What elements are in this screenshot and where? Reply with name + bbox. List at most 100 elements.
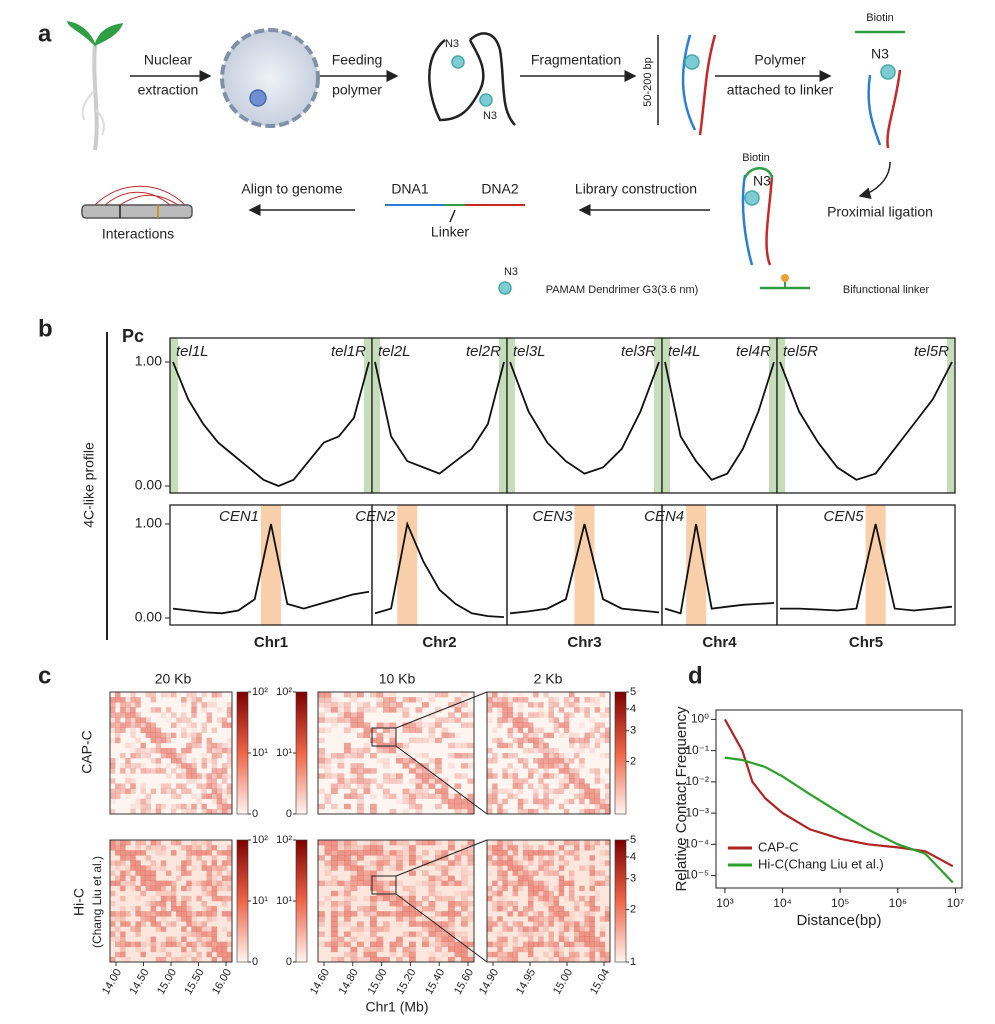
heatmap-cell <box>517 931 524 937</box>
heatmap-cell <box>517 788 524 794</box>
telomere-band <box>499 338 507 493</box>
heatmap-cell <box>422 850 429 856</box>
heatmap-cell <box>528 951 534 958</box>
heatmap-cell <box>181 712 187 718</box>
heatmap-cell <box>211 788 218 794</box>
heatmap-cell <box>467 850 475 856</box>
heatmap-cell <box>201 850 207 856</box>
heatmap-cell <box>528 880 534 887</box>
heatmap-cell <box>522 875 529 881</box>
heatmap-cell <box>589 727 595 733</box>
heatmap-cell <box>543 890 549 897</box>
heatmap-cell <box>512 783 519 789</box>
heatmap-cell <box>376 850 384 856</box>
heatmap-cell <box>422 773 429 779</box>
heatmap-cell <box>409 956 416 963</box>
heatmap-cell <box>115 845 121 851</box>
heatmap-cell <box>216 747 223 754</box>
heatmap-cell <box>461 921 468 927</box>
heatmap-cell <box>357 778 364 784</box>
heatmap-cell <box>604 712 611 718</box>
heatmap-cell <box>428 890 436 897</box>
heatmap-cell <box>428 956 436 963</box>
heatmap-cell <box>376 840 384 846</box>
heatmap-cell <box>512 865 519 871</box>
heatmap-cell <box>115 692 121 698</box>
heatmap-cell <box>125 865 131 871</box>
heatmap-cell <box>115 936 121 942</box>
heatmap-cell <box>201 707 207 713</box>
heatmap-cell <box>211 758 218 764</box>
heatmap-cell <box>409 798 416 805</box>
linker-label: Linker <box>431 224 469 240</box>
heatmap-cell <box>415 865 423 871</box>
heatmap-cell <box>191 707 197 713</box>
heatmap-cell <box>604 840 611 846</box>
heatmap-cell <box>497 951 503 958</box>
heatmap-cell <box>589 768 595 774</box>
heatmap-cell <box>337 860 345 866</box>
heatmap-cell <box>569 911 575 917</box>
heatmap-cell <box>517 870 524 876</box>
heatmap-cell <box>558 936 565 942</box>
heatmap-cell <box>135 931 141 937</box>
heatmap-cell <box>216 773 223 779</box>
heatmap-cell <box>548 697 554 703</box>
heatmap-cell <box>599 798 606 805</box>
heatmap-cell <box>206 845 212 851</box>
heatmap-cell <box>574 707 580 713</box>
heatmap-cell <box>344 712 351 718</box>
heatmap-cell <box>196 926 202 932</box>
heatmap-cell <box>196 880 202 887</box>
heatmap-cell <box>594 773 601 779</box>
heatmap-cell <box>415 931 423 937</box>
heatmap-cell <box>331 906 338 912</box>
heatmap-cell <box>135 798 141 805</box>
heatmap-cell <box>171 921 177 927</box>
heatmap-cell <box>441 732 449 739</box>
heatmap-cell <box>150 845 157 851</box>
heatmap-cell <box>528 875 534 881</box>
heatmap-cell <box>492 692 498 698</box>
heatmap-cell <box>517 697 524 703</box>
profile-line <box>374 361 505 475</box>
heatmap-cell <box>165 747 172 754</box>
heatmap-cell <box>563 895 570 902</box>
heatmap-cell <box>415 707 423 713</box>
heatmap-cell <box>497 702 503 708</box>
x-tick-label: 14.95 <box>514 967 538 997</box>
heatmap-cell <box>135 895 141 902</box>
heatmap-cell <box>226 742 233 749</box>
heatmap-cell <box>589 702 595 708</box>
heatmap-cell <box>512 845 519 851</box>
heatmap-cell <box>191 692 197 698</box>
heatmap-cell <box>110 921 116 927</box>
step-label: Proximial ligation <box>827 204 933 220</box>
heatmap-cell <box>461 850 468 856</box>
heatmap-cell <box>604 911 611 917</box>
heatmap-cell <box>584 936 590 942</box>
heatmap-cell <box>428 778 436 784</box>
heatmap-cell <box>584 845 590 851</box>
heatmap-cell <box>467 956 475 963</box>
heatmap-cell <box>115 697 121 703</box>
heatmap-cell <box>216 768 223 774</box>
heatmap-cell <box>110 793 116 800</box>
colorbar-label: 5 <box>630 834 636 846</box>
heatmap-cell <box>594 722 601 728</box>
heatmap-cell <box>181 808 187 815</box>
heatmap-cell <box>522 747 529 754</box>
heatmap-cell <box>196 911 202 917</box>
heatmap-cell <box>454 880 462 887</box>
heatmap-cell <box>569 956 575 963</box>
heatmap-cell <box>120 936 126 942</box>
heatmap-cell <box>441 717 449 723</box>
heatmap-cell <box>324 865 332 871</box>
heatmap-cell <box>171 747 177 754</box>
colorbar <box>614 839 627 963</box>
heatmap-cell <box>569 758 575 764</box>
heatmap-cell <box>376 732 384 739</box>
heatmap-cell <box>497 855 503 861</box>
x-tick-label: 10⁷ <box>947 896 965 910</box>
heatmap-cell <box>186 880 192 887</box>
